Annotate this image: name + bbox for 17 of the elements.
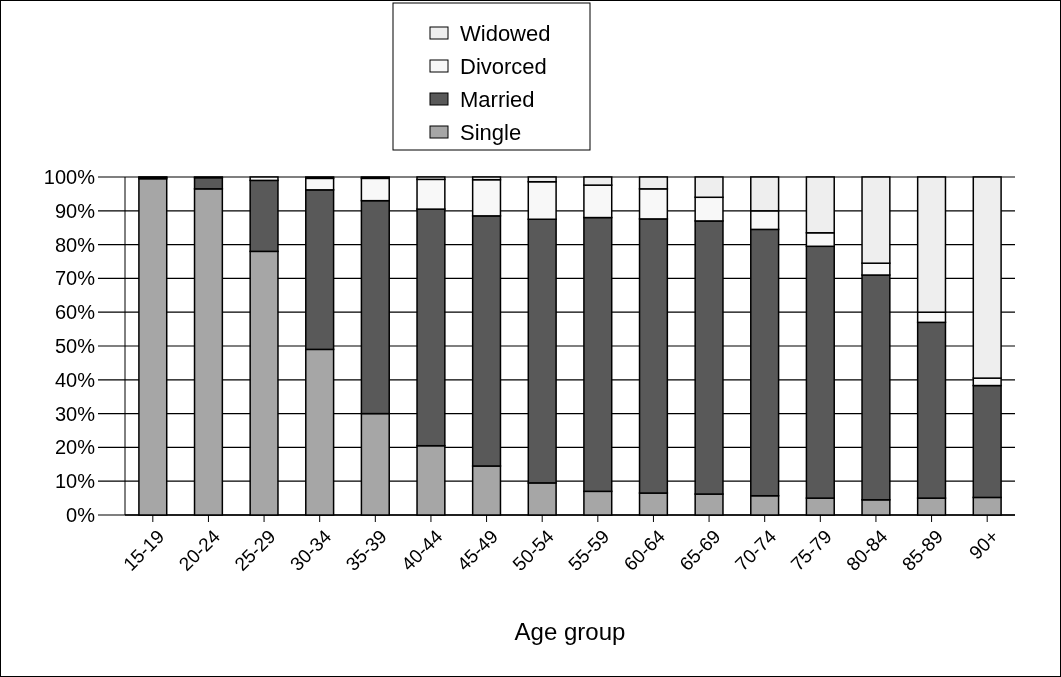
x-axis-title: Age group (514, 618, 626, 645)
y-tick-label: 40% (54, 368, 96, 391)
legend-label: Divorced (460, 53, 547, 79)
y-tick-label: 50% (54, 335, 96, 357)
y-tick-label: 70% (54, 267, 96, 290)
y-tick-label: 20% (54, 436, 96, 459)
legend-label: Single (460, 119, 522, 145)
y-tick-label: 0% (66, 504, 96, 526)
y-tick-label: 60% (54, 301, 96, 324)
x-tick-label: 90+ (965, 525, 1003, 564)
y-tick-label: 80% (54, 233, 96, 256)
y-tick-label: 90% (54, 199, 96, 222)
y-tick-label: 30% (54, 402, 96, 425)
y-tick-label: 10% (54, 470, 96, 493)
legend-label: Married (460, 86, 535, 112)
y-tick-label: 100% (43, 166, 96, 188)
legend-label: Widowed (460, 20, 551, 46)
